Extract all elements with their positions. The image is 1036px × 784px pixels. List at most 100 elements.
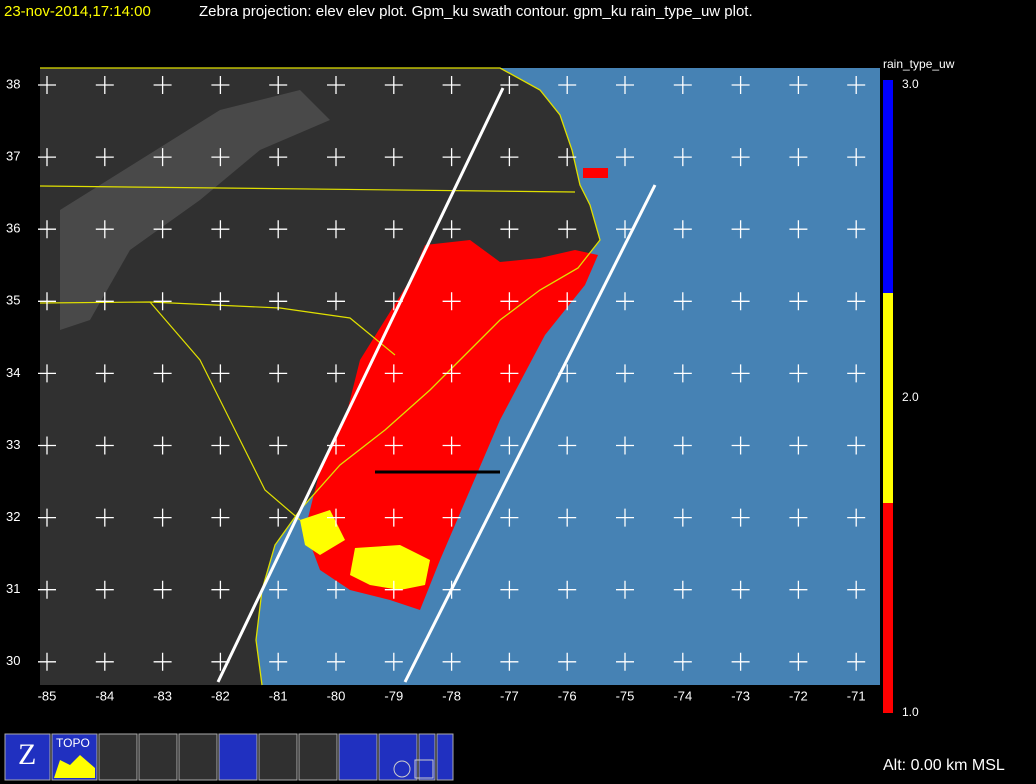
grid-cross <box>789 148 808 167</box>
state-border <box>39 301 396 356</box>
grid-cross <box>384 148 403 167</box>
grid-cross <box>789 76 808 94</box>
grid-cross <box>327 148 345 167</box>
grid-cross <box>384 364 403 383</box>
state-border <box>39 185 576 193</box>
timestamp: 23-nov-2014,17:14:00 <box>4 3 151 20</box>
tool-icon[interactable] <box>418 733 436 781</box>
grid-cross <box>95 436 114 455</box>
grid-cross <box>327 652 345 671</box>
grid-crosses <box>38 76 866 671</box>
rain-convective <box>300 510 345 555</box>
tool-icon[interactable] <box>218 733 258 781</box>
longitude-label: -72 <box>789 688 808 703</box>
grid-cross <box>211 292 230 311</box>
zebra-icon[interactable] <box>4 733 51 781</box>
tool-icon[interactable] <box>378 733 418 781</box>
grid-cross <box>616 364 634 383</box>
icon-row <box>98 733 454 781</box>
grid-cross <box>616 580 634 599</box>
grid-cross <box>95 580 114 599</box>
grid-cross <box>616 652 634 671</box>
grid-cross <box>500 220 519 239</box>
grid-cross <box>731 364 750 383</box>
grid-cross <box>847 292 866 311</box>
grid-cross <box>442 76 461 94</box>
grid-cross <box>38 364 56 383</box>
grid-cross <box>327 580 345 599</box>
tool-icon[interactable] <box>338 733 378 781</box>
grid-cross <box>500 652 519 671</box>
longitude-label: -80 <box>327 688 346 703</box>
grid-cross <box>442 508 461 527</box>
latitude-label: 37 <box>6 149 20 164</box>
grid-cross <box>327 364 345 383</box>
colorbar-label: 3.0 <box>902 77 919 91</box>
grid-cross <box>616 76 634 94</box>
grid-cross <box>211 580 230 599</box>
grid-cross <box>269 364 288 383</box>
grid-cross <box>327 436 345 455</box>
grid-cross <box>153 508 172 527</box>
colorbar-segment <box>883 503 893 713</box>
grid-cross <box>673 436 692 455</box>
grid-cross <box>442 148 461 167</box>
topo-label: TOPO <box>56 736 90 750</box>
grid-cross <box>789 436 808 455</box>
tool-icon[interactable] <box>298 733 338 781</box>
grid-cross <box>558 148 577 167</box>
grid-cross <box>269 508 288 527</box>
rain-convective <box>350 545 430 590</box>
grid-cross <box>38 652 56 671</box>
grid-cross <box>269 436 288 455</box>
grid-cross <box>789 580 808 599</box>
grid-cross <box>789 292 808 311</box>
grid-cross <box>731 76 750 94</box>
grid-cross <box>731 292 750 311</box>
land <box>40 68 600 685</box>
grid-cross <box>442 220 461 239</box>
grid-cross <box>95 292 114 311</box>
plot-description: Zebra projection: elev elev plot. Gpm_ku… <box>199 3 753 20</box>
grid-cross <box>211 364 230 383</box>
grid-cross <box>673 508 692 527</box>
tool-icon[interactable] <box>178 733 218 781</box>
grid-cross <box>500 580 519 599</box>
grid-cross <box>327 292 345 311</box>
grid-cross <box>558 76 577 94</box>
grid-cross <box>500 508 519 527</box>
grid-cross <box>558 508 577 527</box>
grid-cross <box>211 76 230 94</box>
tool-icon[interactable] <box>393 760 411 778</box>
grid-cross <box>442 580 461 599</box>
grid-cross <box>731 148 750 167</box>
tool-icon[interactable] <box>98 733 138 781</box>
longitude-label: -71 <box>847 688 866 703</box>
grid-cross <box>442 364 461 383</box>
grid-cross <box>269 148 288 167</box>
longitude-label: -85 <box>38 688 57 703</box>
grid-cross <box>269 580 288 599</box>
longitude-label: -83 <box>153 688 172 703</box>
grid-cross <box>673 364 692 383</box>
grid-cross <box>327 220 345 239</box>
grid-cross <box>731 580 750 599</box>
grid-cross <box>847 76 866 94</box>
grid-cross <box>616 292 634 311</box>
tool-icon[interactable] <box>436 733 454 781</box>
grid-cross <box>789 364 808 383</box>
grid-cross <box>673 292 692 311</box>
coastline <box>40 67 601 686</box>
grid-cross <box>38 508 56 527</box>
grid-cross <box>847 148 866 167</box>
tool-icon[interactable] <box>414 759 434 779</box>
grid-cross <box>211 508 230 527</box>
grid-cross <box>731 652 750 671</box>
grid-cross <box>384 652 403 671</box>
grid-cross <box>38 292 56 311</box>
longitude-label: -79 <box>384 688 403 703</box>
tool-icon[interactable] <box>258 733 298 781</box>
grid-cross <box>847 580 866 599</box>
tool-icon[interactable] <box>138 733 178 781</box>
grid-cross <box>673 652 692 671</box>
